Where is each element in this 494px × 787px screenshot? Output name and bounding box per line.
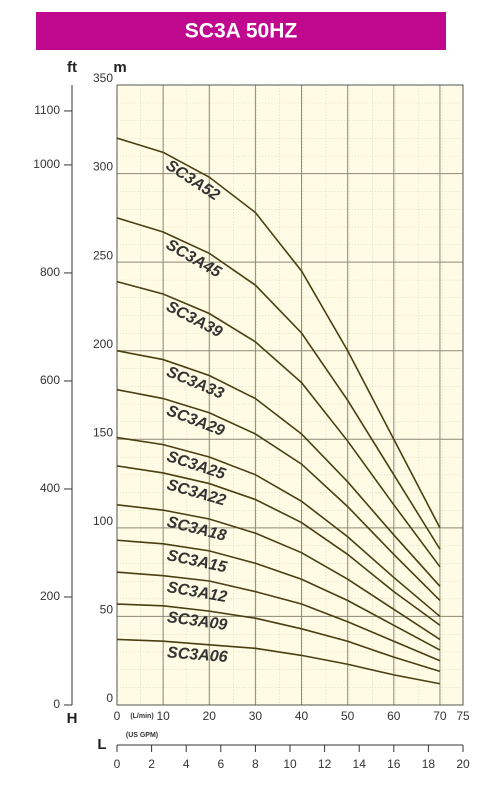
y2-tick-label: 1000 [33,157,60,171]
x2-tick-label: 0 [114,757,121,771]
y-tick-label: 200 [93,337,113,351]
curve [116,571,441,662]
y-tick-label: 250 [93,248,113,262]
x-tick-label: 60 [387,709,401,723]
curve [116,638,441,685]
x-tick-label: 40 [295,709,309,723]
y2-tick-label: 1100 [34,103,60,117]
x-tick-label: 75 [456,709,470,723]
x2-unit: (US GPM) [126,732,158,739]
curve [116,349,441,587]
x-tick-label: 30 [249,709,263,723]
y2-tick-label: 600 [40,373,60,387]
x2-tick-label: 6 [217,757,224,771]
y2-tick-label: 200 [40,589,60,603]
x2-tick-label: 4 [183,757,190,771]
curve [116,465,441,626]
plot-frame [116,84,464,706]
x-tick-label: 70 [433,709,447,723]
y2-tick-label: 800 [40,265,60,279]
curve-label: SC3A06 [167,644,229,666]
x2-tick-label: 2 [148,757,155,771]
title-bar [36,12,446,50]
x-tick-label: 20 [203,709,217,723]
x2-tick-label: 14 [353,757,367,771]
y-tick-label: 150 [93,425,113,439]
curve [116,539,441,651]
x-tick-label: 50 [341,709,355,723]
curve [116,137,441,529]
x-tick-label: 10 [156,709,170,723]
x2-tick-label: 18 [422,757,436,771]
x2-tick-label: 10 [283,757,297,771]
x-unit: (L/min) [130,713,153,720]
y2-unit: ft [67,59,77,76]
y-tick-label: 50 [100,603,114,617]
x2-tick-label: 8 [252,757,259,771]
y-tick-label: 0 [106,691,113,705]
curve [116,436,441,618]
chart-title: SC3A 50HZ [185,20,298,43]
y-axis-letter: H [67,710,78,727]
x2-tick-label: 12 [318,757,332,771]
x2-axis-letter: L [97,736,106,753]
curve [116,217,441,550]
y2-tick-label: 400 [40,481,60,495]
curve [116,603,441,673]
y-tick-label: 350 [93,71,113,85]
y2-tick-label: 0 [53,697,60,711]
curve [116,280,441,568]
x2-tick-label: 16 [387,757,401,771]
y-tick-label: 300 [93,160,113,174]
x-tick-label: 0 [114,709,121,723]
curve [116,388,441,602]
x2-tick-label: 20 [456,757,470,771]
y-unit: m [113,59,126,76]
y-tick-label: 100 [93,514,113,528]
curve [116,504,441,641]
